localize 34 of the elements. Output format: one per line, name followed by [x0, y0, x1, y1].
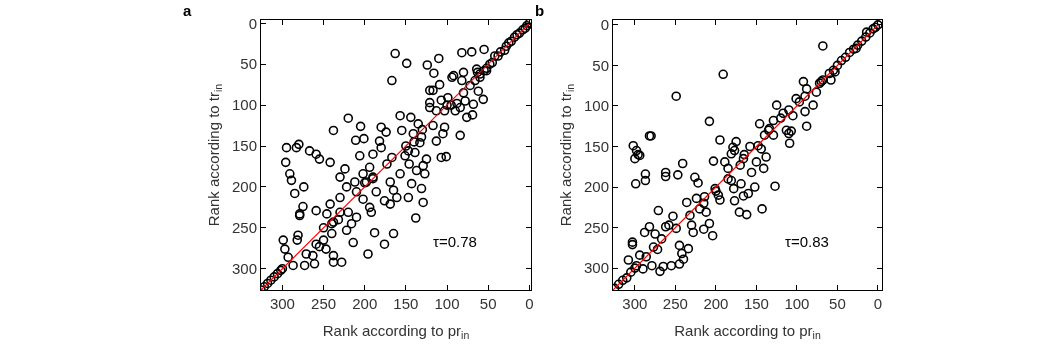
x-tick-label: 250 — [662, 295, 688, 312]
x-tick-label: 0 — [525, 295, 534, 312]
y-tick-label: 250 — [583, 218, 609, 236]
y-tick-label: 50 — [592, 56, 609, 74]
y-tick-label: 100 — [583, 97, 609, 115]
annotation: τ=0.78 — [433, 233, 477, 250]
x-tick-label: 150 — [743, 295, 769, 312]
y-tick-label: 100 — [231, 96, 257, 114]
x-tick-label: 250 — [311, 295, 337, 312]
x-tick-label: 300 — [269, 295, 295, 312]
x-tick-label: 0 — [873, 295, 883, 312]
x-tick-label: 200 — [703, 295, 729, 312]
x-tick-label: 200 — [352, 295, 378, 312]
y-tick-label: 150 — [231, 137, 257, 155]
x-tick-label: 300 — [622, 295, 648, 312]
y-tick-label: 200 — [583, 178, 609, 196]
y-tick-label: 300 — [583, 259, 609, 277]
y-tick-label: 0 — [600, 16, 609, 34]
y-tick-label: 300 — [231, 259, 257, 277]
chart-title: a — [183, 2, 192, 19]
chart-title: b — [535, 2, 545, 19]
x-axis-title: Rank according to pr$_{in}$ — [322, 322, 470, 342]
y-tick-label: 200 — [231, 178, 257, 196]
x-tick-label: 100 — [784, 295, 810, 312]
y-tick-label: 250 — [231, 219, 257, 237]
x-tick-label: 150 — [393, 295, 419, 312]
x-tick-label: 100 — [434, 295, 460, 312]
x-tick-label: 50 — [479, 295, 497, 312]
annotation: τ=0.83 — [785, 233, 829, 250]
x-axis-title: Rank according to pr$_{in}$ — [674, 322, 821, 342]
x-tick-label: 50 — [829, 295, 846, 312]
y-tick-label: 0 — [248, 14, 257, 32]
y-tick-label: 150 — [583, 137, 609, 155]
y-tick-label: 50 — [240, 55, 257, 73]
